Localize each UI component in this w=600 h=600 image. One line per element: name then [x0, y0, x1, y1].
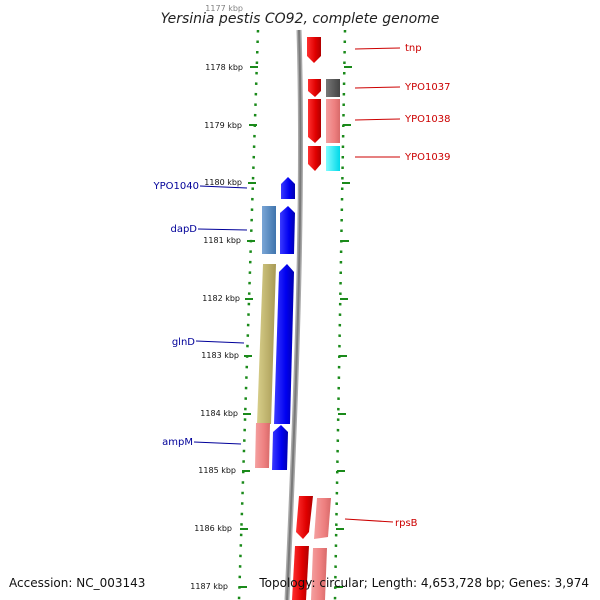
- gene-label[interactable]: YPO1039: [404, 152, 450, 163]
- gene-label[interactable]: YPO1040: [153, 181, 199, 192]
- kbp-label: 1186 kbp: [194, 524, 232, 533]
- map-title: Yersinia pestis CO92, complete genome: [161, 11, 440, 27]
- backbone: [284, 29, 304, 600]
- kbp-label: 1187 kbp: [190, 582, 228, 591]
- gene-ypo1039[interactable]: [308, 146, 321, 171]
- gene-dapd-partner[interactable]: [262, 206, 276, 254]
- gene-labels: tnp YPO1037 YPO1038 YPO1039 YPO1040 dapD…: [153, 43, 451, 529]
- reverse-genes: [255, 177, 295, 470]
- kbp-label: 1184 kbp: [200, 409, 238, 418]
- gene-ypo1038[interactable]: [308, 99, 321, 143]
- scale-labels: 1177 kbp 1178 kbp 1179 kbp 1180 kbp 1181…: [190, 4, 243, 591]
- left-dot-track: [237, 29, 260, 600]
- gene-next[interactable]: [292, 546, 309, 600]
- ruler-dots: [237, 29, 352, 600]
- gene-ampm-partner[interactable]: [255, 423, 270, 468]
- gene-label[interactable]: glnD: [172, 337, 195, 348]
- forward-genes: [292, 37, 340, 600]
- gene-label[interactable]: tnp: [405, 43, 422, 54]
- gene-ypo1037-partner[interactable]: [326, 79, 340, 97]
- gene-rpsb-partner[interactable]: [314, 498, 331, 539]
- gene-next-partner[interactable]: [311, 548, 327, 600]
- right-major-ticks: [335, 66, 352, 588]
- gene-ypo1040[interactable]: [281, 177, 295, 199]
- kbp-label: 1182 kbp: [202, 294, 240, 303]
- gene-dapd[interactable]: [280, 206, 295, 254]
- gene-label[interactable]: rpsB: [395, 518, 418, 529]
- kbp-label: 1181 kbp: [203, 236, 241, 245]
- gene-label[interactable]: YPO1037: [404, 82, 450, 93]
- gene-glnd[interactable]: [274, 264, 294, 424]
- topology-text: Topology: circular; Length: 4,653,728 bp…: [258, 576, 589, 590]
- kbp-label: 1185 kbp: [198, 466, 236, 475]
- gene-ypo1038-partner[interactable]: [326, 99, 340, 143]
- gene-glnd-partner[interactable]: [257, 264, 276, 424]
- gene-rpsb[interactable]: [296, 496, 313, 539]
- accession-text: Accession: NC_003143: [9, 576, 145, 590]
- gene-label[interactable]: YPO1038: [404, 114, 450, 125]
- gene-tnp[interactable]: [307, 37, 321, 63]
- gene-label-lines: [193, 47, 401, 523]
- gene-label[interactable]: ampM: [162, 437, 193, 448]
- gene-ampm[interactable]: [272, 425, 288, 470]
- kbp-label: 1177 kbp: [205, 4, 243, 13]
- gene-label[interactable]: dapD: [170, 224, 197, 235]
- gene-ypo1037[interactable]: [308, 79, 321, 97]
- kbp-label: 1180 kbp: [204, 178, 242, 187]
- gene-ypo1039-partner[interactable]: [326, 146, 340, 171]
- kbp-label: 1183 kbp: [201, 351, 239, 360]
- kbp-label: 1179 kbp: [204, 121, 242, 130]
- kbp-label: 1178 kbp: [205, 63, 243, 72]
- left-major-ticks: [239, 66, 258, 588]
